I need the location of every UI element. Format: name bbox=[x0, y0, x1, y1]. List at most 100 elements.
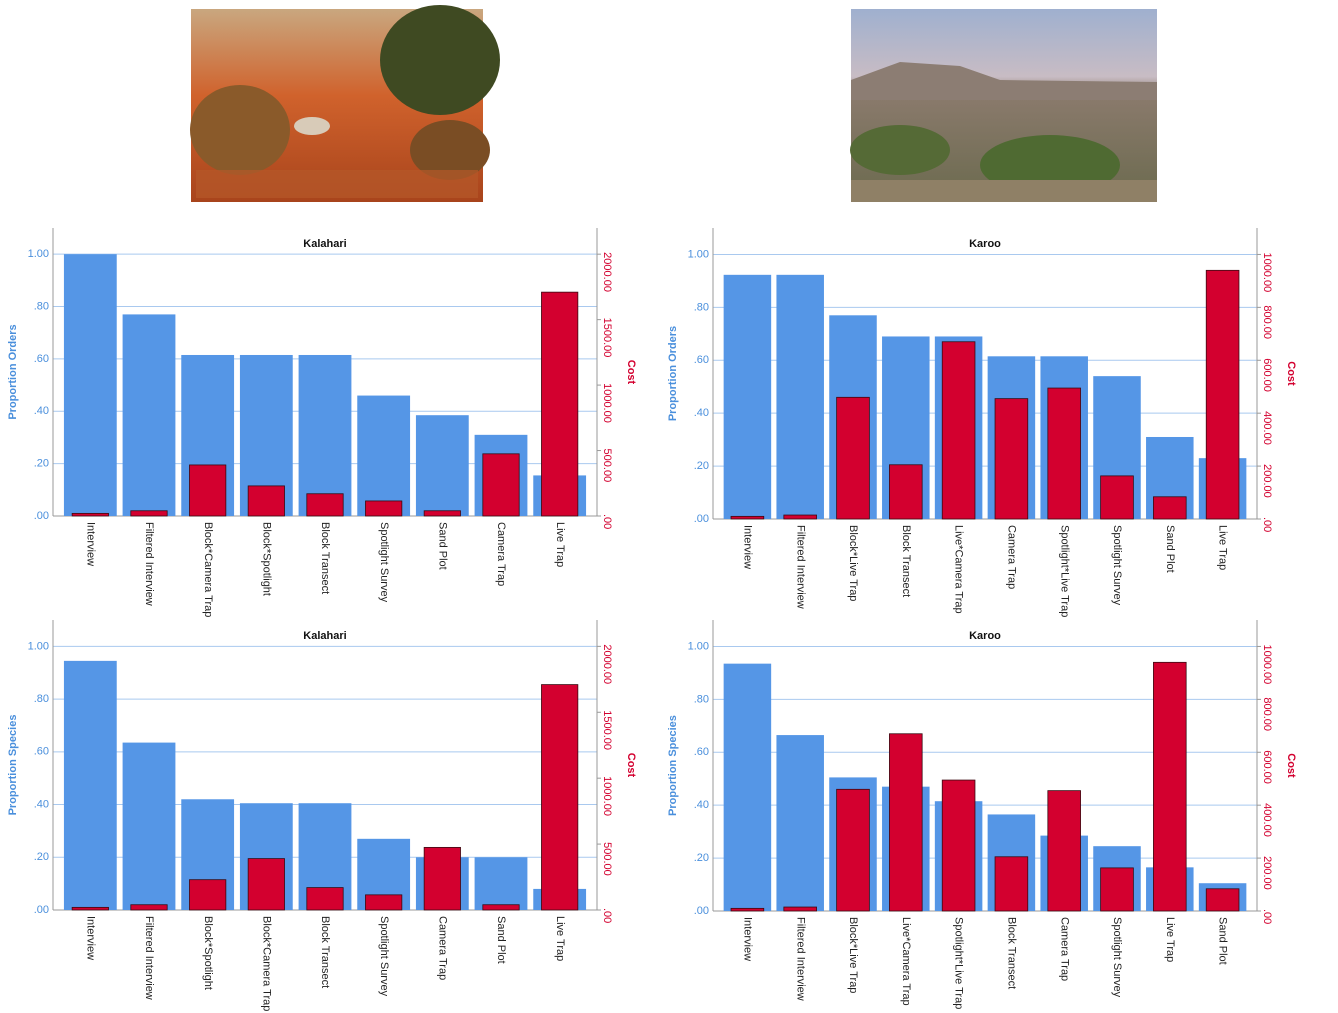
cost-bar bbox=[784, 907, 817, 911]
x-tick-label: Filtered Interview bbox=[794, 917, 806, 1001]
x-tick-label: Live Trap bbox=[1217, 525, 1229, 570]
y2-axis-label: Cost bbox=[625, 753, 637, 778]
y-tick-label: 1.00 bbox=[28, 640, 49, 652]
cost-bar bbox=[131, 511, 167, 516]
x-tick-label: Interview bbox=[84, 916, 96, 960]
y2-tick-label: 1000.00 bbox=[1261, 644, 1273, 684]
x-tick-label: Camera Trap bbox=[1058, 917, 1070, 981]
x-tick-label: Block Transect bbox=[900, 525, 912, 597]
photo-karoo bbox=[850, 9, 1157, 202]
y-tick-label: .40 bbox=[34, 405, 49, 417]
x-tick-label: Block Transect bbox=[319, 916, 331, 988]
y2-tick-label: 2000.00 bbox=[601, 644, 613, 684]
cost-bar bbox=[889, 465, 922, 519]
x-tick-label: Live*Camera Trap bbox=[953, 525, 965, 614]
y2-tick-label: 1000.00 bbox=[601, 383, 613, 423]
cost-bar bbox=[995, 857, 1028, 911]
y2-tick-label: 800.00 bbox=[1261, 697, 1273, 731]
y-axis-label: Proportion Species bbox=[7, 715, 19, 816]
y2-tick-label: 500.00 bbox=[601, 842, 613, 876]
cost-bar bbox=[1153, 497, 1186, 519]
x-tick-label: Sand Plot bbox=[495, 916, 507, 964]
chart-title: Karoo bbox=[969, 238, 1001, 250]
page: .00 .20 .40 .60 .80 1.00 .00 500.00 1000.00 1500.… bbox=[0, 0, 1338, 1013]
x-tick-label: Spotlight*Live Trap bbox=[953, 917, 965, 1009]
y2-tick-label: 600.00 bbox=[1261, 358, 1273, 392]
proportion-bar bbox=[724, 664, 772, 911]
cost-bar bbox=[1206, 270, 1239, 519]
x-tick-label: Block*Camera Trap bbox=[202, 522, 214, 617]
y-tick-label: .00 bbox=[34, 510, 49, 522]
y-tick-label: .60 bbox=[34, 746, 49, 758]
x-tick-label: Live Trap bbox=[1164, 917, 1176, 962]
x-tick-label: Camera Trap bbox=[436, 916, 448, 980]
x-tick-label: Spotlight Survey bbox=[1111, 525, 1123, 606]
chart-title: Kalahari bbox=[303, 630, 346, 642]
x-tick-label: Interview bbox=[84, 522, 96, 566]
x-tick-label: Live Trap bbox=[554, 522, 566, 567]
cost-bar bbox=[131, 905, 167, 910]
proportion-bar bbox=[357, 396, 410, 516]
y-tick-label: .20 bbox=[34, 851, 49, 863]
y2-tick-label: 400.00 bbox=[1261, 411, 1273, 445]
y2-tick-label: 800.00 bbox=[1261, 305, 1273, 339]
proportion-bar bbox=[724, 275, 772, 519]
cost-bar bbox=[889, 734, 922, 911]
y2-tick-label: .00 bbox=[601, 908, 613, 923]
cost-bar bbox=[248, 486, 284, 516]
y-axis-label: Proportion Species bbox=[667, 715, 679, 816]
x-tick-label: Block*Camera Trap bbox=[260, 916, 272, 1011]
cost-bar bbox=[424, 847, 460, 910]
cost-bar bbox=[784, 515, 817, 519]
y2-axis-label: Cost bbox=[625, 360, 637, 385]
cost-bar bbox=[541, 292, 577, 516]
y2-tick-label: .00 bbox=[1261, 517, 1273, 532]
cost-bar bbox=[837, 397, 870, 519]
y-tick-label: .20 bbox=[34, 458, 49, 470]
x-tick-label: Spotlight Survey bbox=[378, 522, 390, 603]
y-tick-label: .60 bbox=[694, 746, 709, 758]
y-tick-label: .80 bbox=[694, 693, 709, 705]
cost-bar bbox=[1048, 388, 1081, 519]
cost-bar bbox=[995, 399, 1028, 519]
photo-kalahari bbox=[190, 5, 500, 202]
cost-bar bbox=[1101, 868, 1134, 911]
x-tick-label: Interview bbox=[741, 525, 753, 569]
cost-bar bbox=[189, 880, 225, 910]
cost-bar bbox=[72, 513, 108, 516]
cost-bar bbox=[365, 895, 401, 910]
y2-tick-label: 1000.00 bbox=[601, 776, 613, 816]
y-axis-label: Proportion Orders bbox=[7, 324, 19, 419]
y-tick-label: .40 bbox=[694, 799, 709, 811]
y-tick-label: 1.00 bbox=[688, 640, 709, 652]
cost-bar bbox=[1048, 791, 1081, 911]
y-tick-label: .80 bbox=[694, 301, 709, 313]
chart: .00.20.40.60.801.00.00500.001000.001500.… bbox=[7, 228, 637, 617]
cost-bar bbox=[1206, 889, 1239, 911]
x-tick-label: Filtered Interview bbox=[794, 525, 806, 609]
x-tick-label: Block*Spotlight bbox=[202, 916, 214, 990]
x-tick-label: Spotlight Survey bbox=[378, 916, 390, 997]
cost-bar bbox=[541, 685, 577, 910]
proportion-bar bbox=[299, 355, 352, 516]
cost-bar bbox=[483, 905, 519, 910]
chart: .00.20.40.60.801.00.00500.001000.001500.… bbox=[7, 620, 637, 1011]
chart-title: Karoo bbox=[969, 630, 1001, 642]
y2-tick-label: 1500.00 bbox=[601, 710, 613, 750]
y2-tick-label: 600.00 bbox=[1261, 750, 1273, 784]
cost-bar bbox=[837, 789, 870, 911]
proportion-bar bbox=[64, 254, 117, 516]
y-tick-label: .00 bbox=[694, 905, 709, 917]
x-tick-label: Spotlight*Live Trap bbox=[1058, 525, 1070, 617]
y-tick-label: .60 bbox=[34, 353, 49, 365]
cost-bar bbox=[248, 859, 284, 910]
x-tick-label: Live Trap bbox=[554, 916, 566, 961]
y-tick-label: .00 bbox=[34, 904, 49, 916]
y-tick-label: 1.00 bbox=[688, 248, 709, 260]
x-tick-label: Filtered Interview bbox=[143, 522, 155, 606]
x-tick-label: Block Transect bbox=[1005, 917, 1017, 989]
x-tick-label: Filtered Interview bbox=[143, 916, 155, 1000]
y2-tick-label: .00 bbox=[1261, 909, 1273, 924]
cost-bar bbox=[731, 908, 764, 911]
proportion-bar bbox=[64, 661, 117, 910]
